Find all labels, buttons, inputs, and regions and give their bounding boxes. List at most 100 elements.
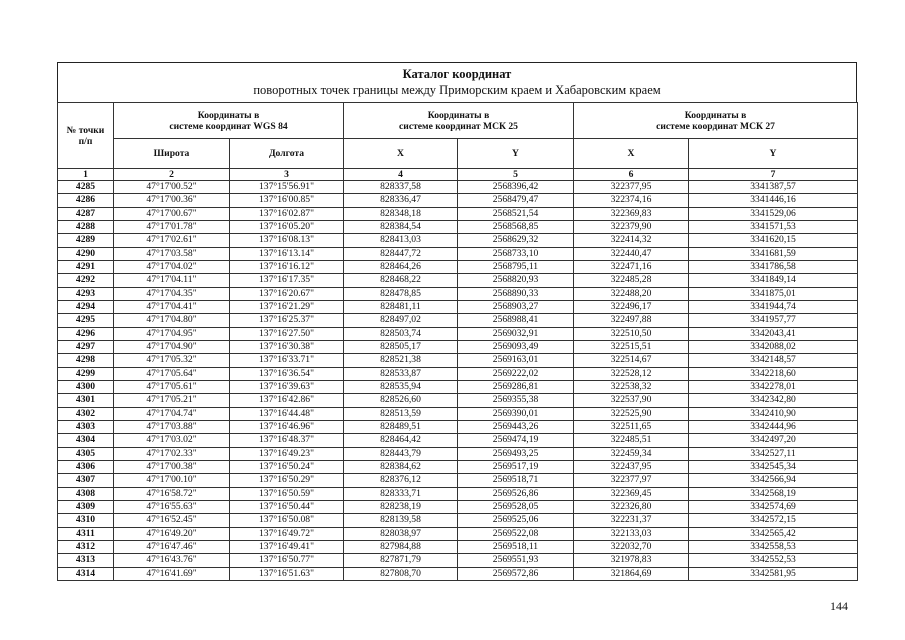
- cell: 47°17'02.61": [113, 233, 230, 248]
- cell: 828038,97: [343, 526, 458, 541]
- cell: 828521,38: [343, 353, 458, 368]
- cell: 322032,70: [573, 539, 690, 555]
- cell: 137°15'56.91": [229, 179, 344, 195]
- cell: 3342552,53: [688, 553, 859, 568]
- cell: 2568733,10: [456, 246, 575, 261]
- point-number: 4300: [57, 379, 114, 395]
- cell: 3342444,96: [688, 419, 859, 435]
- cell: 137°16'00.85": [229, 193, 344, 208]
- cell: 2568396,42: [456, 179, 575, 195]
- cell: 47°17'05.61": [113, 379, 230, 395]
- cell: 137°16'39.63": [229, 379, 344, 395]
- cell: 137°16'05.20": [229, 219, 344, 235]
- data-row: 4308 47°16'58.72" 137°16'50.59" 828333,71 25…: [57, 486, 859, 501]
- cell: 47°16'41.69": [113, 566, 230, 581]
- point-number: 4311: [57, 526, 114, 541]
- cell: 321864,69: [573, 566, 690, 581]
- data-row: 4292 47°17'04.11" 137°16'17.35" 828468,22 25…: [57, 273, 859, 288]
- cell: 2568568,85: [456, 219, 575, 235]
- cell: 3342342,80: [688, 393, 859, 408]
- data-row: 4296 47°17'04.95" 137°16'27.50" 828503,74 25…: [57, 326, 859, 341]
- cell: 828139,58: [343, 513, 458, 528]
- point-number: 4308: [57, 486, 114, 501]
- cell: 47°17'04.90": [113, 339, 230, 355]
- data-row: 4309 47°16'55.63" 137°16'50.44" 828238,19 25…: [57, 499, 859, 515]
- data-row: 4306 47°17'00.38" 137°16'50.24" 828384,62 25…: [57, 459, 859, 475]
- cell: 47°16'43.76": [113, 553, 230, 568]
- point-number: 4289: [57, 233, 114, 248]
- data-row: 4303 47°17'03.88" 137°16'46.96" 828489,51 25…: [57, 419, 859, 435]
- cell: 137°16'50.44": [229, 499, 344, 515]
- point-number: 4286: [57, 193, 114, 208]
- cell: 47°17'04.74": [113, 406, 230, 421]
- cell: 137°16'49.41": [229, 539, 344, 555]
- cell: 2569551,93: [456, 553, 575, 568]
- cell: 47°17'05.32": [113, 353, 230, 368]
- data-row: 4312 47°16'47.46" 137°16'49.41" 827984,88 25…: [57, 539, 859, 555]
- data-row: 4304 47°17'03.02" 137°16'48.37" 828464,42 25…: [57, 433, 859, 448]
- cell: 2568521,54: [456, 206, 575, 221]
- point-number: 4309: [57, 499, 114, 515]
- cell: 47°17'04.35": [113, 286, 230, 301]
- cell: 3342581,95: [688, 566, 859, 581]
- point-number: 4307: [57, 473, 114, 488]
- first-column-header: № точки п/п: [57, 102, 114, 169]
- cell: 828503,74: [343, 326, 458, 341]
- cell: 47°17'04.02": [113, 259, 230, 275]
- data-row: 4310 47°16'52.45" 137°16'50.08" 828139,58 25…: [57, 513, 859, 528]
- cell: 137°16'25.37": [229, 313, 344, 328]
- cell: 3342568,19: [688, 486, 859, 501]
- data-row: 4305 47°17'02.33" 137°16'49.23" 828443,79 25…: [57, 446, 859, 461]
- cell: 137°16'44.48": [229, 406, 344, 421]
- cell: 828376,12: [343, 473, 458, 488]
- cell: 47°17'00.38": [113, 459, 230, 475]
- data-row: 4289 47°17'02.61" 137°16'08.13" 828413,03 25…: [57, 233, 859, 248]
- cell: 828481,11: [343, 299, 458, 315]
- cell: 47°17'00.10": [113, 473, 230, 488]
- cell: 47°17'04.11": [113, 273, 230, 288]
- cell: 322538,32: [573, 379, 690, 395]
- cell: 47°16'58.72": [113, 486, 230, 501]
- column-number: 4: [343, 168, 458, 181]
- cell: 3342088,02: [688, 339, 859, 355]
- cell: 47°17'02.33": [113, 446, 230, 461]
- cell: 47°16'47.46": [113, 539, 230, 555]
- cell: 322537,90: [573, 393, 690, 408]
- cell: 2569517,19: [456, 459, 575, 475]
- cell: 137°16'16.12": [229, 259, 344, 275]
- cell: 137°16'48.37": [229, 433, 344, 448]
- cell: 828447,72: [343, 246, 458, 261]
- cell: 137°16'27.50": [229, 326, 344, 341]
- cell: 828535,94: [343, 379, 458, 395]
- data-row: 4298 47°17'05.32" 137°16'33.71" 828521,38 25…: [57, 353, 859, 368]
- page-number: 144: [830, 599, 848, 613]
- cell: 322488,20: [573, 286, 690, 301]
- column-number: 6: [573, 168, 690, 181]
- cell: 47°17'04.95": [113, 326, 230, 341]
- cell: 3342574,69: [688, 499, 859, 515]
- cell: 3341944,74: [688, 299, 859, 315]
- cell: 137°16'02.87": [229, 206, 344, 221]
- cell: 3341446,16: [688, 193, 859, 208]
- cell: 47°17'05.21": [113, 393, 230, 408]
- cell: 828533,87: [343, 366, 458, 381]
- cell: 322133,03: [573, 526, 690, 541]
- cell: 137°16'17.35": [229, 273, 344, 288]
- cell: 322377,97: [573, 473, 690, 488]
- point-number: 4305: [57, 446, 114, 461]
- cell: 322485,51: [573, 433, 690, 448]
- column-number: 7: [688, 168, 859, 181]
- subheader: X: [573, 138, 690, 169]
- title-box: Каталог координат поворотных точек грани…: [57, 62, 857, 102]
- cell: 3341387,57: [688, 179, 859, 195]
- group-header: Координаты в системе координат МСК 25: [342, 102, 575, 139]
- column-number: 2: [113, 168, 230, 181]
- cell: 828337,58: [343, 179, 458, 195]
- cell: 3342278,01: [688, 379, 859, 395]
- cell: 2569390,01: [456, 406, 575, 421]
- column-number: 5: [456, 168, 575, 181]
- cell: 2569522,08: [456, 526, 575, 541]
- point-number: 4301: [57, 393, 114, 408]
- cell: 322525,90: [573, 406, 690, 421]
